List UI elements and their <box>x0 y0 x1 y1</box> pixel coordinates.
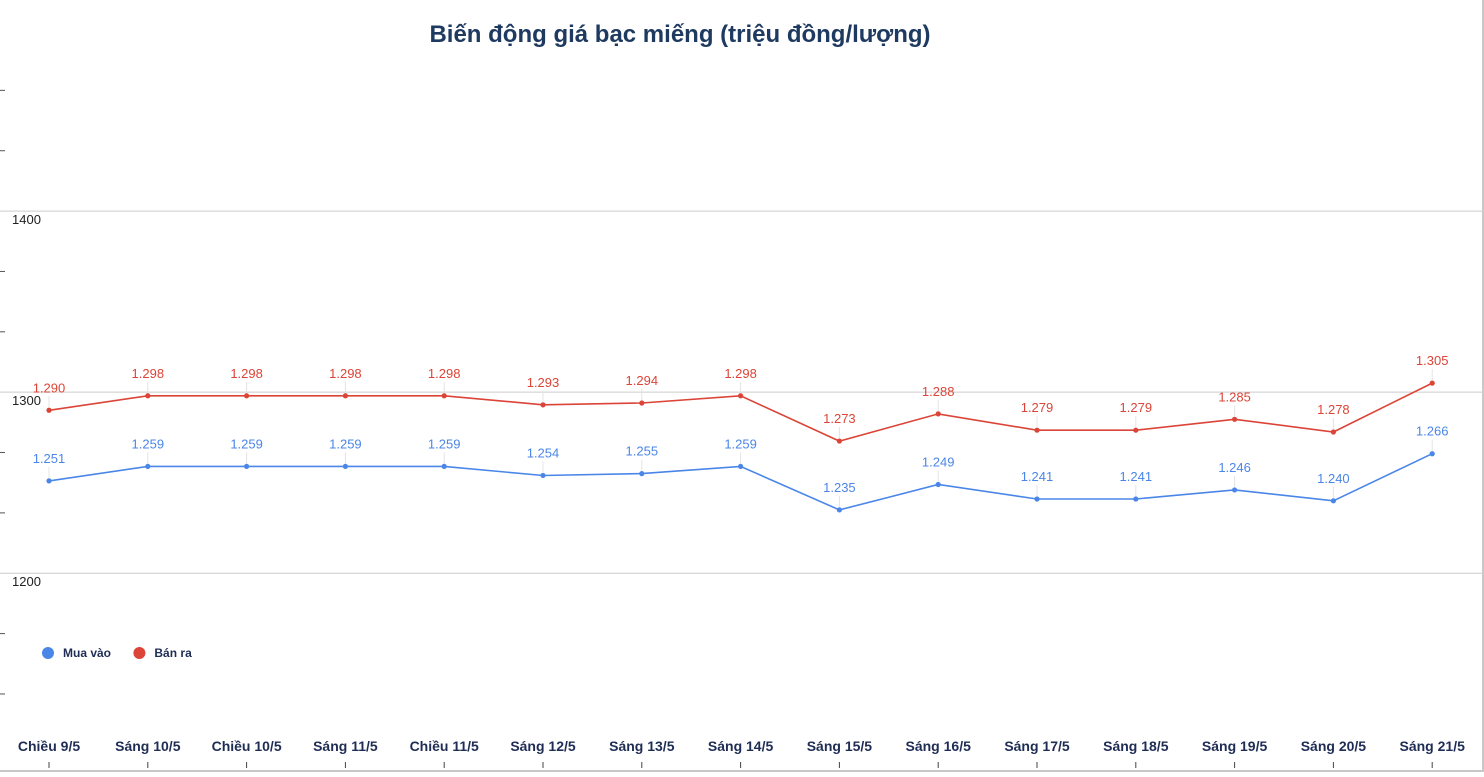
data-point-ban-ra <box>441 393 447 399</box>
data-point-ban-ra <box>836 438 843 444</box>
data-label-mua-vao: 1.259 <box>132 436 165 451</box>
data-point-ban-ra <box>738 393 744 399</box>
x-tick-label: Sáng 14/5 <box>708 738 774 754</box>
data-label-ban-ra: 1.298 <box>724 366 757 381</box>
data-point-mua-vao <box>1429 451 1435 457</box>
data-label-mua-vao: 1.259 <box>230 436 263 451</box>
data-label-mua-vao: 1.235 <box>823 480 856 495</box>
x-tick-label: Chiều 9/5 <box>18 738 80 754</box>
x-tick-label: Sáng 13/5 <box>609 738 675 754</box>
x-tick-label: Chiều 11/5 <box>410 738 479 754</box>
data-label-layer: 1.251 1.259 1.259 1.259 1.259 1.254 1.255 1.259… <box>33 353 1449 507</box>
data-point-ban-ra <box>244 393 250 399</box>
grid-layer: 1200 1300 1400 <box>0 210 1484 589</box>
legend-label-ban-ra: Bán ra <box>154 646 192 660</box>
legend-marker-mua-vao <box>42 647 54 659</box>
data-point-ban-ra <box>1034 427 1040 433</box>
data-point-ban-ra <box>935 411 941 417</box>
data-point-mua-vao <box>639 471 645 477</box>
data-label-ban-ra: 1.305 <box>1416 353 1449 368</box>
x-axis: Chiều 9/5 Sáng 10/5 Chiều 10/5 Sáng 11/5 Chi… <box>18 738 1465 768</box>
x-tick-label: Chiều 10/5 <box>212 738 282 754</box>
y-tick-label-1300: 1300 <box>12 393 41 408</box>
x-tick-label: Sáng 21/5 <box>1400 738 1466 754</box>
data-label-mua-vao: 1.249 <box>922 455 955 470</box>
data-point-mua-vao <box>145 463 151 470</box>
data-point-mua-vao <box>540 472 546 479</box>
x-tick-label: Sáng 18/5 <box>1103 738 1169 754</box>
data-label-mua-vao: 1.259 <box>724 436 757 451</box>
data-label-mua-vao: 1.246 <box>1218 460 1251 475</box>
axis-ticks-layer <box>0 89 5 695</box>
x-tick-label: Sáng 12/5 <box>510 738 576 754</box>
legend-label-mua-vao: Mua vào <box>63 646 111 660</box>
data-label-mua-vao: 1.259 <box>428 436 461 451</box>
data-label-mua-vao: 1.255 <box>626 444 659 459</box>
y-tick-label-1200: 1200 <box>12 574 41 589</box>
data-point-ban-ra <box>540 402 546 408</box>
x-tick-label: Sáng 19/5 <box>1202 738 1268 754</box>
data-label-ban-ra: 1.290 <box>33 380 66 395</box>
data-point-ban-ra <box>145 393 151 399</box>
data-label-ban-ra: 1.298 <box>428 366 461 381</box>
data-point-ban-ra <box>1330 429 1336 435</box>
x-tick-label: Sáng 10/5 <box>115 738 181 754</box>
data-point-mua-vao <box>46 478 52 484</box>
data-label-ban-ra: 1.293 <box>527 375 560 390</box>
legend: Mua vào Bán ra <box>42 646 192 660</box>
x-tick-label: Sáng 11/5 <box>313 738 378 754</box>
data-label-ban-ra: 1.279 <box>1120 400 1153 415</box>
data-point-ban-ra <box>1133 427 1139 433</box>
data-label-mua-vao: 1.259 <box>329 436 362 451</box>
data-point-mua-vao <box>441 463 447 470</box>
x-tick-label: Sáng 16/5 <box>906 738 972 754</box>
data-point-mua-vao <box>935 481 941 488</box>
data-point-mua-vao <box>342 463 348 470</box>
y-tick-label-1400: 1400 <box>12 212 41 227</box>
data-point-mua-vao <box>1133 496 1139 502</box>
data-label-ban-ra: 1.298 <box>230 366 263 381</box>
data-label-mua-vao: 1.266 <box>1416 424 1449 439</box>
data-point-mua-vao <box>836 507 843 513</box>
data-point-ban-ra <box>639 400 645 406</box>
data-label-ban-ra: 1.273 <box>823 411 856 426</box>
data-point-ban-ra <box>46 407 52 413</box>
data-point-ban-ra <box>1429 380 1435 386</box>
data-label-ban-ra: 1.278 <box>1317 402 1350 417</box>
data-label-mua-vao: 1.254 <box>527 445 560 460</box>
series-layer <box>46 380 1435 513</box>
data-label-ban-ra: 1.288 <box>922 384 955 399</box>
data-point-ban-ra <box>342 393 348 399</box>
data-label-ban-ra: 1.294 <box>626 373 659 388</box>
data-point-mua-vao <box>244 463 250 470</box>
legend-marker-ban-ra <box>133 647 146 659</box>
data-point-mua-vao <box>1330 498 1336 504</box>
data-label-ban-ra: 1.279 <box>1021 400 1054 415</box>
data-label-mua-vao: 1.240 <box>1317 471 1350 486</box>
data-point-ban-ra <box>1232 416 1238 422</box>
data-label-ban-ra: 1.298 <box>132 366 165 381</box>
data-label-mua-vao: 1.251 <box>33 451 66 466</box>
x-tick-label: Sáng 20/5 <box>1301 738 1367 754</box>
data-point-mua-vao <box>738 463 744 470</box>
data-label-mua-vao: 1.241 <box>1021 469 1054 484</box>
x-tick-label: Sáng 15/5 <box>807 738 873 754</box>
chart-title: Biến động giá bạc miếng (triệu đồng/lượn… <box>429 21 930 48</box>
data-point-mua-vao <box>1034 496 1040 502</box>
x-tick-label: Sáng 17/5 <box>1004 738 1070 754</box>
data-label-mua-vao: 1.241 <box>1120 469 1153 484</box>
data-label-ban-ra: 1.298 <box>329 366 362 381</box>
data-label-ban-ra: 1.285 <box>1218 389 1251 404</box>
data-point-mua-vao <box>1232 487 1238 493</box>
